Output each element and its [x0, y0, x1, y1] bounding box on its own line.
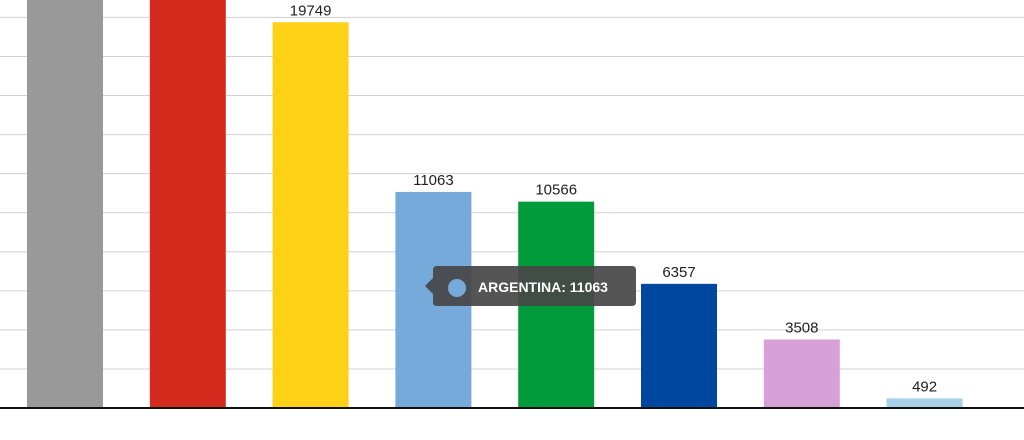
tooltip-dot — [448, 279, 466, 297]
value-label: 11063 — [413, 172, 454, 189]
tooltip-box — [425, 266, 636, 306]
bar — [149, 0, 226, 408]
tooltip-label: ARGENTINA: 11063 — [478, 279, 608, 295]
tooltip: ARGENTINA: 11063 — [425, 266, 636, 306]
bar — [641, 283, 717, 408]
bar — [27, 0, 103, 409]
value-label: 19749 — [290, 2, 332, 19]
bar — [763, 339, 840, 408]
bar — [886, 398, 963, 408]
value-label: 10566 — [535, 182, 577, 199]
value-label: 6357 — [662, 264, 695, 281]
bar — [272, 22, 349, 408]
value-label: 3508 — [785, 319, 818, 336]
value-label: 492 — [912, 378, 937, 395]
